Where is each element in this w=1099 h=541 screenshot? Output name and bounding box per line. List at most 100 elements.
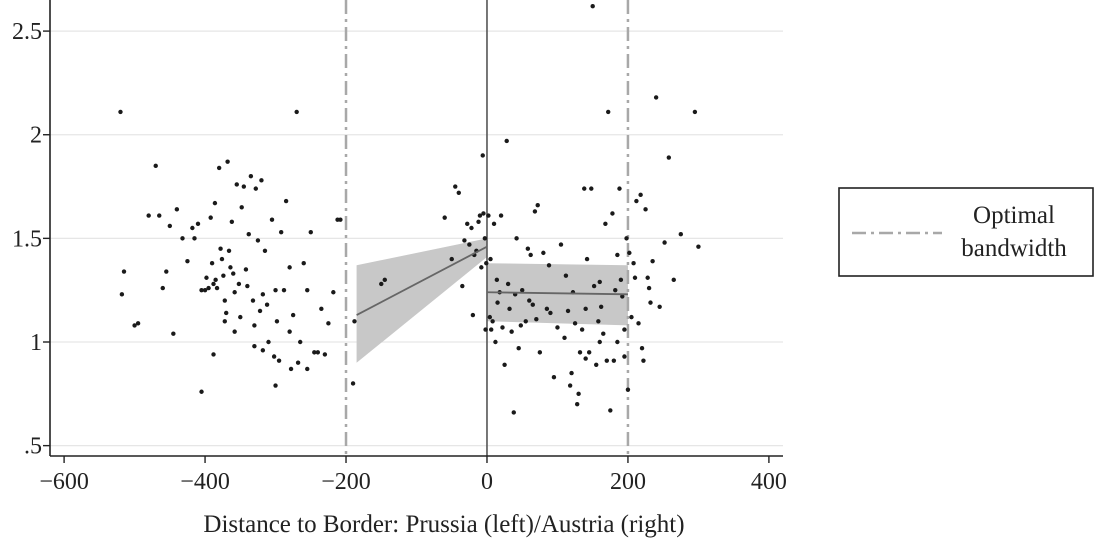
- data-point: [590, 4, 595, 9]
- data-point: [504, 138, 509, 144]
- data-point: [615, 339, 620, 345]
- data-point: [518, 323, 524, 328]
- data-point: [250, 298, 256, 303]
- data-point: [160, 285, 165, 291]
- data-point: [211, 352, 216, 357]
- data-point: [622, 327, 627, 332]
- data-point: [618, 277, 624, 283]
- data-point: [212, 200, 218, 206]
- data-point: [121, 269, 127, 274]
- data-point: [185, 258, 190, 264]
- data-point: [164, 269, 169, 274]
- data-point: [636, 321, 641, 326]
- data-point: [229, 219, 235, 224]
- data-point: [238, 314, 243, 320]
- data-point: [260, 292, 266, 297]
- data-point: [252, 343, 257, 349]
- data-point: [579, 327, 585, 332]
- data-point: [511, 410, 516, 415]
- data-point: [315, 350, 321, 355]
- data-point: [632, 275, 638, 280]
- data-point: [222, 298, 227, 303]
- data-point: [597, 279, 602, 285]
- data-point: [541, 250, 546, 256]
- data-point: [574, 401, 580, 407]
- data-point: [287, 329, 292, 334]
- data-point: [278, 229, 284, 235]
- legend-label-line1: Optimal: [973, 202, 1055, 229]
- data-point: [509, 329, 514, 334]
- data-point: [273, 383, 278, 388]
- data-point: [528, 252, 533, 258]
- data-point: [252, 323, 257, 328]
- data-point: [206, 285, 211, 291]
- data-point: [643, 207, 648, 212]
- data-point: [624, 236, 629, 241]
- x-tick-label: 200: [610, 469, 646, 495]
- data-point: [146, 213, 151, 218]
- data-point: [551, 375, 557, 380]
- data-point: [326, 321, 331, 326]
- data-point: [253, 186, 259, 191]
- data-point: [604, 358, 609, 363]
- data-point: [305, 366, 310, 372]
- data-point: [498, 213, 504, 218]
- data-point: [484, 261, 489, 266]
- data-point: [234, 182, 239, 187]
- data-point: [467, 242, 472, 247]
- data-point: [132, 323, 137, 328]
- data-point: [594, 362, 599, 367]
- data-point: [625, 387, 631, 392]
- data-point: [118, 109, 123, 115]
- data-point: [666, 155, 672, 160]
- data-point: [246, 232, 251, 237]
- data-point: [241, 184, 247, 189]
- data-point: [480, 153, 485, 158]
- data-point: [584, 256, 590, 262]
- data-point: [634, 198, 639, 204]
- data-point: [460, 283, 465, 289]
- data-point: [338, 217, 343, 222]
- data-point: [219, 256, 225, 262]
- data-point: [350, 381, 356, 386]
- data-point: [514, 236, 519, 241]
- data-point: [488, 256, 493, 262]
- data-point: [231, 271, 236, 276]
- data-point: [486, 213, 491, 218]
- data-point: [597, 339, 602, 345]
- data-point: [199, 389, 204, 394]
- data-point: [255, 238, 261, 243]
- data-point: [645, 275, 650, 280]
- data-point: [208, 215, 213, 220]
- y-tick-label: 1: [30, 330, 42, 356]
- data-point: [236, 281, 242, 287]
- data-point: [537, 350, 543, 355]
- axes: [49, 0, 783, 457]
- data-point: [202, 287, 208, 293]
- data-point: [264, 302, 270, 307]
- gridlines: [50, 30, 783, 447]
- data-point: [228, 265, 233, 270]
- data-point: [216, 165, 222, 171]
- data-point: [662, 240, 667, 245]
- data-point: [199, 287, 204, 293]
- data-point: [610, 211, 615, 216]
- data-point: [520, 287, 525, 293]
- data-point: [653, 95, 659, 100]
- data-point: [319, 306, 324, 312]
- data-point: [276, 358, 282, 363]
- data-point: [583, 356, 588, 361]
- fit-line-right: [486, 291, 628, 296]
- data-point: [469, 225, 474, 231]
- data-point: [622, 354, 627, 359]
- x-axis-title: Distance to Border: Prussia (left)/Austr…: [203, 511, 684, 538]
- data-point: [627, 250, 632, 256]
- data-point: [603, 221, 608, 227]
- data-point: [548, 310, 553, 316]
- data-point: [192, 236, 197, 241]
- data-point: [583, 306, 588, 312]
- data-point: [287, 265, 292, 270]
- data-point: [232, 329, 237, 334]
- data-point: [352, 319, 357, 324]
- fit-line-left: [356, 245, 488, 316]
